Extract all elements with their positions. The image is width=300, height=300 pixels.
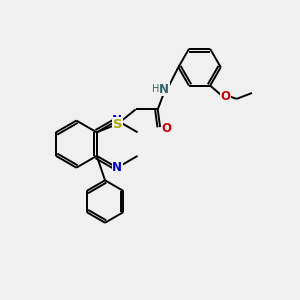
Text: O: O	[162, 122, 172, 135]
Text: N: N	[112, 161, 122, 174]
Text: H: H	[152, 84, 160, 94]
Text: N: N	[112, 114, 122, 127]
Text: S: S	[112, 118, 122, 130]
Text: N: N	[159, 83, 169, 96]
Text: O: O	[221, 90, 231, 103]
